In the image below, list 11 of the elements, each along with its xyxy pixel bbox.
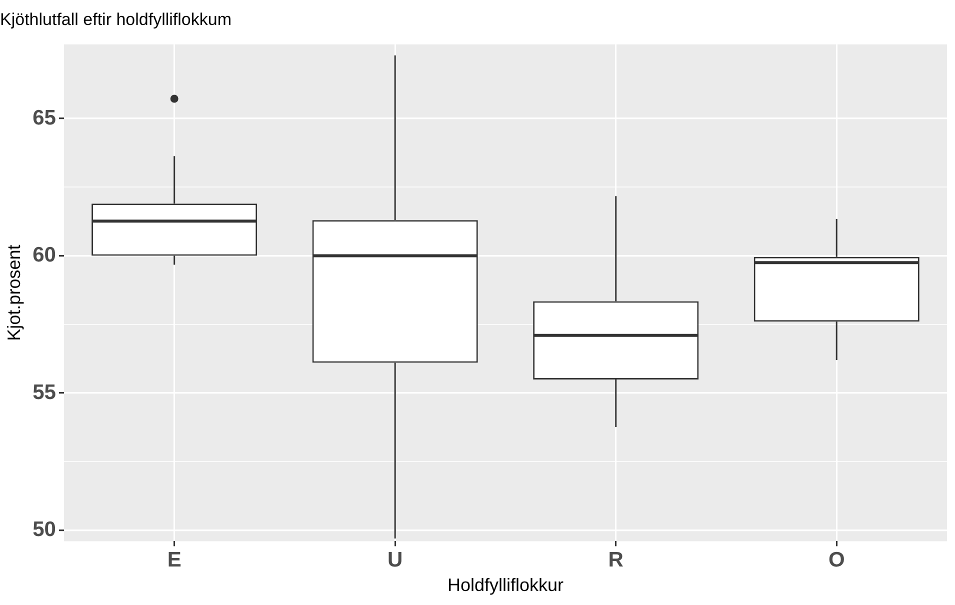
- x-tick-label: U: [388, 548, 403, 572]
- y-tick-label: 60: [32, 244, 56, 267]
- x-axis-title: Holdfylliflokkur: [447, 575, 564, 596]
- y-tick-label: 50: [32, 518, 56, 542]
- x-tick-label: O: [828, 548, 845, 572]
- y-tick-label: 55: [32, 380, 56, 404]
- y-axis-title: Kjot.prosent: [4, 244, 24, 341]
- x-tick-label: R: [608, 548, 624, 572]
- y-tick-label: 65: [32, 106, 56, 130]
- x-tick-label: E: [167, 548, 182, 572]
- chart-title: Kjöthlutfall eftir holdfylliflokkum: [0, 10, 232, 29]
